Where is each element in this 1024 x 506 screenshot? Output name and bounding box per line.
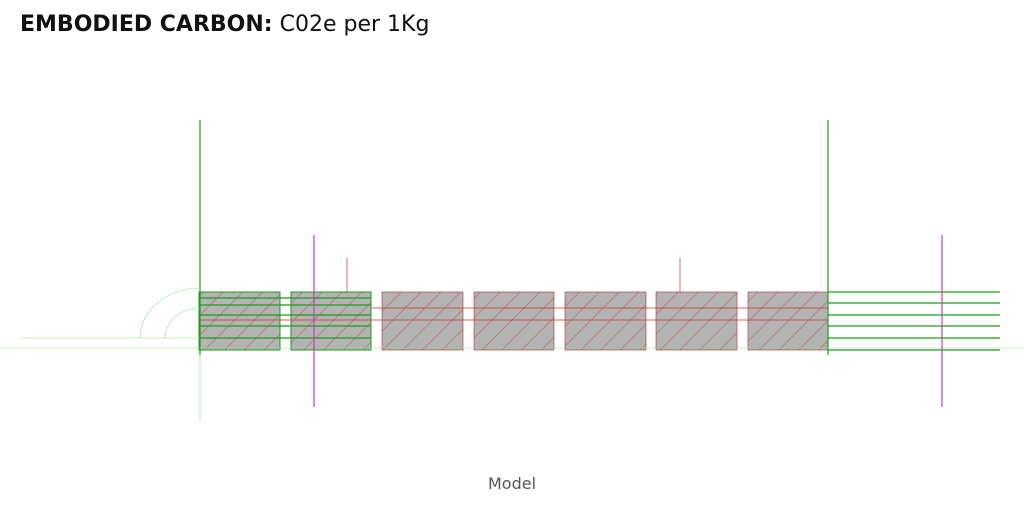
- green-lines: [199, 120, 1000, 355]
- block: [473, 291, 555, 351]
- block: [747, 291, 829, 351]
- title: EMBODIED CARBON: C02e per 1Kg: [20, 12, 429, 37]
- model-view: [0, 120, 1024, 422]
- thin-lines: [0, 287, 1024, 422]
- block: [655, 291, 738, 351]
- block: [564, 291, 647, 351]
- viewport-label: Model: [487, 474, 537, 493]
- magenta-lines: [313, 235, 943, 407]
- blocks: [198, 291, 829, 351]
- block: [381, 291, 464, 351]
- title-bold: EMBODIED CARBON:: [20, 12, 273, 37]
- title-rest: C02e per 1Kg: [279, 12, 430, 37]
- block: [198, 291, 281, 351]
- block: [290, 291, 372, 351]
- red-lines: [199, 258, 828, 321]
